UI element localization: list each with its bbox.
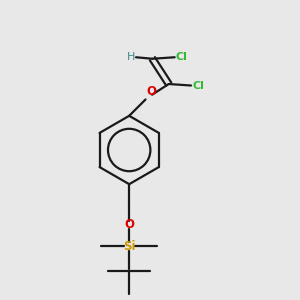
Text: H: H — [127, 52, 135, 62]
Text: O: O — [124, 218, 134, 231]
Text: Cl: Cl — [176, 52, 188, 62]
Text: Si: Si — [123, 240, 135, 253]
Text: Cl: Cl — [192, 80, 204, 91]
Text: O: O — [146, 85, 156, 98]
